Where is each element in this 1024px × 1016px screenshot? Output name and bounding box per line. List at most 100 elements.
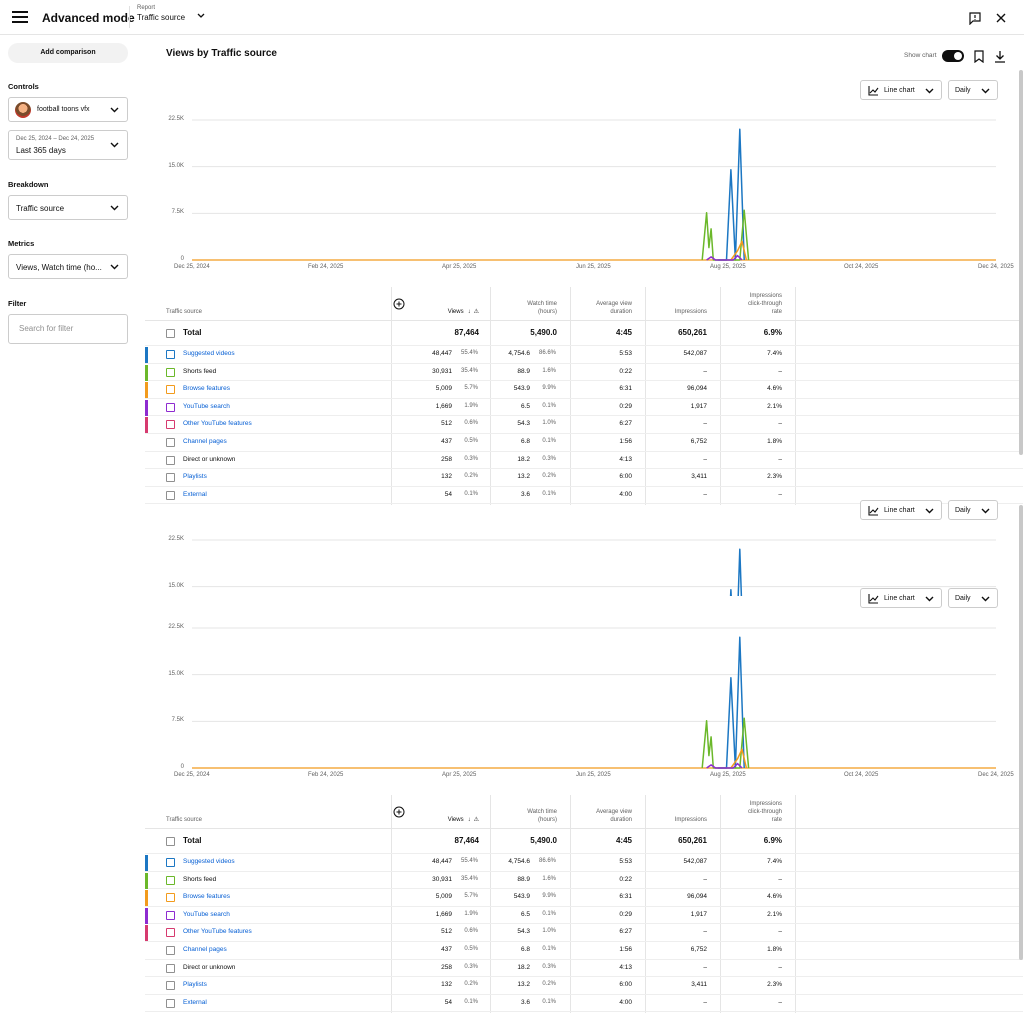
row-checkbox[interactable]	[166, 893, 175, 903]
granularity-dropdown[interactable]: Daily	[948, 80, 998, 100]
chart-type-label: Line chart	[884, 87, 915, 94]
col-header-views[interactable]: Views ↓ ⚠	[407, 816, 479, 824]
cell-watch-time: 18.2	[517, 455, 530, 463]
traffic-source-name[interactable]: YouTube search	[183, 910, 230, 918]
traffic-source-name[interactable]: Suggested videos	[183, 858, 235, 865]
breakdown-selector[interactable]: Traffic source	[8, 195, 128, 220]
row-checkbox[interactable]	[166, 858, 175, 867]
cell-watch-time: 543.9	[513, 385, 530, 393]
traffic-source-name[interactable]: YouTube search	[183, 402, 230, 410]
traffic-source-name[interactable]: External	[183, 490, 207, 498]
row-checkbox[interactable]	[166, 438, 175, 447]
col-header-impressions-line: Impressions	[674, 309, 707, 315]
table-row: Playlists 132 0.2% 13.2 0.2% 6:00 3,411 2.3%	[145, 469, 1023, 487]
row-checkbox[interactable]	[166, 455, 175, 465]
cell-watch-time-pct: 1.6%	[542, 367, 556, 374]
filter-input[interactable]: Search for filter	[8, 314, 128, 344]
channel-selector[interactable]: football toons vfx	[8, 97, 128, 122]
row-checkbox[interactable]	[166, 473, 175, 483]
scrollbar[interactable]	[1019, 70, 1023, 455]
download-icon[interactable]	[994, 50, 1006, 63]
col-header-watch-time[interactable]: Watch time (hours)	[490, 808, 557, 824]
show-chart-toggle[interactable]	[942, 50, 964, 62]
chart-canvas	[192, 627, 996, 769]
report-selector[interactable]: Report Traffic source	[137, 5, 211, 29]
row-checkbox[interactable]	[166, 402, 175, 412]
feedback-icon[interactable]	[968, 11, 982, 25]
cell-watch-time: 6.5	[520, 402, 530, 410]
metrics-value: Views, Watch time (ho...	[16, 263, 102, 272]
traffic-source-name[interactable]: Channel pages	[183, 946, 227, 953]
col-header-ctr-line: rate	[771, 309, 782, 315]
traffic-source-name[interactable]: Browse features	[183, 385, 230, 393]
cell-ctr: 7.4%	[767, 858, 782, 865]
cell-watch-time-pct: 86.6%	[538, 858, 556, 864]
total-checkbox[interactable]	[166, 837, 175, 846]
metrics-selector[interactable]: Views, Watch time (ho...	[8, 254, 128, 279]
row-checkbox[interactable]	[166, 875, 175, 885]
granularity-dropdown[interactable]: Daily	[948, 588, 998, 608]
sort-arrow-icon: ↓	[467, 817, 471, 823]
row-checkbox[interactable]	[166, 963, 175, 973]
row-checkbox[interactable]	[166, 910, 175, 920]
col-header-ctr[interactable]: Impressions click-through rate	[720, 292, 782, 316]
date-range-selector[interactable]: Dec 25, 2024 – Dec 24, 2025 Last 365 day…	[8, 130, 128, 160]
cell-avg-view-duration: 6:31	[619, 385, 632, 393]
add-comparison-button[interactable]: Add comparison	[8, 43, 128, 63]
col-header-impressions[interactable]: Impressions	[645, 308, 707, 316]
row-checkbox[interactable]	[166, 420, 175, 430]
row-checkbox[interactable]	[166, 928, 175, 938]
x-tick-label: Feb 24, 2025	[308, 264, 344, 270]
row-checkbox[interactable]	[166, 350, 175, 359]
table-row: External 54 0.1% 3.6 0.1% 4:00 – –	[145, 487, 1023, 505]
traffic-source-name[interactable]: Channel pages	[183, 438, 227, 445]
row-checkbox[interactable]	[166, 946, 175, 955]
traffic-source-name[interactable]: Browse features	[183, 893, 230, 901]
cell-avg-view-duration: 4:13	[619, 963, 632, 971]
close-icon[interactable]	[994, 11, 1008, 25]
total-watch-time: 5,490.0	[530, 328, 557, 337]
row-checkbox[interactable]	[166, 998, 175, 1008]
cell-views-pct: 1.9%	[464, 402, 478, 409]
col-header-avg-view-duration[interactable]: Average view duration	[570, 300, 632, 316]
traffic-source-name[interactable]: Other YouTube features	[183, 928, 252, 936]
series-line-search	[706, 762, 743, 769]
scrollbar[interactable]	[1019, 505, 1023, 960]
chart-type-dropdown[interactable]: Line chart	[860, 500, 942, 520]
col-header-impressions[interactable]: Impressions	[645, 816, 707, 824]
total-checkbox[interactable]	[166, 329, 175, 338]
chevron-down-icon	[925, 508, 934, 514]
traffic-source-name[interactable]: Playlists	[183, 981, 207, 989]
granularity-dropdown[interactable]: Daily	[948, 500, 998, 520]
line-chart-icon	[868, 594, 879, 604]
chevron-down-icon	[197, 13, 205, 18]
traffic-source-name[interactable]: Suggested videos	[183, 350, 235, 357]
cell-watch-time: 3.6	[520, 998, 530, 1006]
cell-impressions: –	[703, 367, 707, 375]
traffic-source-name[interactable]: Playlists	[183, 473, 207, 481]
row-checkbox[interactable]	[166, 981, 175, 991]
traffic-source-name[interactable]: External	[183, 998, 207, 1006]
col-header-ctr[interactable]: Impressions click-through rate	[720, 800, 782, 824]
col-header-watch-time[interactable]: Watch time (hours)	[490, 300, 557, 316]
col-header-views[interactable]: Views ↓ ⚠	[407, 308, 479, 316]
line-chart-icon	[868, 86, 879, 96]
col-header-avg-view-duration[interactable]: Average view duration	[570, 808, 632, 824]
traffic-source-name: Direct or unknown	[183, 455, 236, 463]
chart-type-dropdown[interactable]: Line chart	[860, 80, 942, 100]
cell-watch-time: 88.9	[517, 367, 530, 375]
cell-ctr: 1.8%	[767, 946, 782, 953]
bookmark-icon[interactable]	[974, 50, 984, 63]
row-checkbox[interactable]	[166, 385, 175, 395]
total-impressions: 650,261	[678, 328, 707, 337]
add-metric-icon[interactable]	[393, 805, 405, 818]
total-views: 87,464	[454, 836, 479, 845]
row-checkbox[interactable]	[166, 490, 175, 500]
chart-type-dropdown[interactable]: Line chart	[860, 588, 942, 608]
row-checkbox[interactable]	[166, 367, 175, 377]
cell-views-pct: 35.4%	[460, 875, 478, 882]
traffic-source-name[interactable]: Other YouTube features	[183, 420, 252, 428]
add-metric-icon[interactable]	[393, 297, 405, 310]
hamburger-menu-icon[interactable]	[12, 9, 28, 25]
series-line-suggested	[717, 128, 745, 261]
